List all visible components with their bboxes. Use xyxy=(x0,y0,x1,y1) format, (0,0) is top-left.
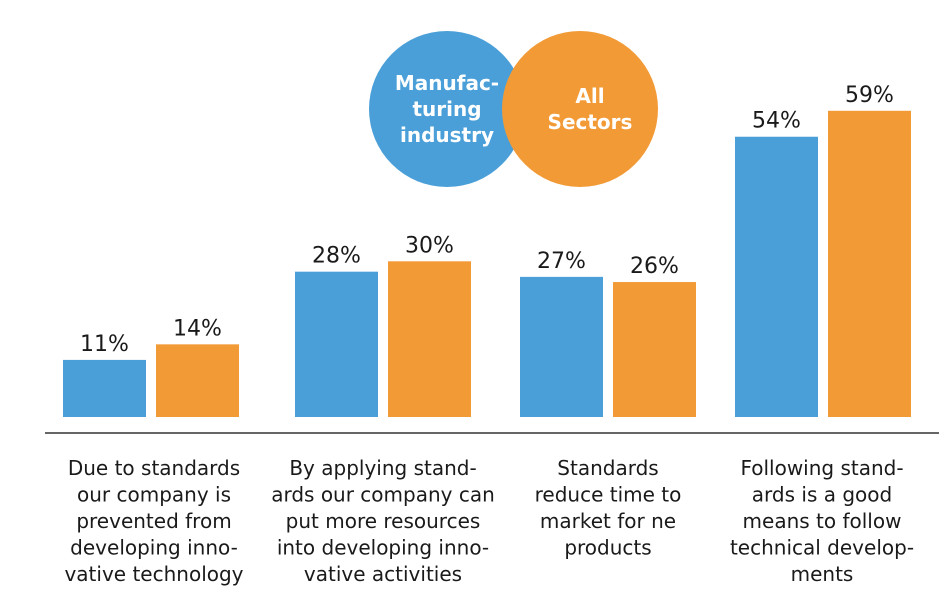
category-label-line: ards is a good xyxy=(752,483,892,507)
category-label-line: technical develop- xyxy=(730,536,914,560)
legend-circle-manufacturing xyxy=(369,31,525,187)
category-label-line: Following stand- xyxy=(740,456,903,480)
category-labels: Due to standards our company is prevented … xyxy=(64,456,914,586)
bar-manufacturing-4 xyxy=(735,136,818,418)
category-label-line: ards our company can xyxy=(271,483,495,507)
value-label-manufacturing-1: 11% xyxy=(80,332,129,357)
value-label-manufacturing-4: 54% xyxy=(752,109,801,134)
category-label-1: Due to standards our company is prevented … xyxy=(64,456,243,586)
category-label-line: Standards xyxy=(557,456,658,480)
value-label-all-sectors-3: 26% xyxy=(630,254,679,279)
category-label-line: ments xyxy=(791,562,854,586)
bar-all-sectors-3 xyxy=(613,282,696,417)
legend-label-manufacturing: Manufac-turing industry xyxy=(395,71,499,147)
category-label-line: market for ne xyxy=(540,509,676,533)
legend-label-line: Sectors xyxy=(548,110,633,134)
value-labels: 11% 14% 28% 30% 27% 26% 54% 59% xyxy=(80,83,894,357)
bar-all-sectors-2 xyxy=(388,261,471,417)
bar-manufacturing-1 xyxy=(63,359,146,417)
legend-label-line: All xyxy=(575,84,604,108)
category-label-line: reduce time to xyxy=(535,483,682,507)
bar-all-sectors-1 xyxy=(156,344,239,417)
bar-manufacturing-3 xyxy=(520,276,603,417)
category-label-4: Following stand-ards is a good means to f… xyxy=(730,456,914,586)
category-label-line: into developing inno- xyxy=(277,536,489,560)
category-label-line: means to follow xyxy=(743,509,902,533)
value-label-manufacturing-3: 27% xyxy=(537,249,586,274)
category-label-2: By applying stand-ards our company can pu… xyxy=(271,456,495,586)
category-label-line: our company is xyxy=(77,483,231,507)
bar-manufacturing-2 xyxy=(295,271,378,417)
value-label-all-sectors-4: 59% xyxy=(845,83,894,108)
category-label-line: prevented from xyxy=(76,509,231,533)
category-label-line: vative activities xyxy=(304,562,462,586)
category-label-line: products xyxy=(564,536,651,560)
legend: Manufac-turing industry All Sectors xyxy=(369,31,658,187)
legend-label-all-sectors: All Sectors xyxy=(548,84,633,134)
category-label-line: Due to standards xyxy=(68,456,240,480)
bar-all-sectors-4 xyxy=(828,110,911,417)
category-label-3: Standards reduce time to market for ne prod… xyxy=(535,456,682,560)
legend-circle-all-sectors xyxy=(502,31,658,187)
legend-label-line: Manufac- xyxy=(395,71,499,95)
category-label-line: By applying stand- xyxy=(289,456,476,480)
category-label-line: developing inno- xyxy=(70,536,238,560)
bars xyxy=(63,110,911,418)
legend-label-line: turing xyxy=(412,97,481,121)
value-label-all-sectors-2: 30% xyxy=(405,233,454,258)
category-label-line: put more resources xyxy=(286,509,481,533)
value-label-manufacturing-2: 28% xyxy=(312,244,361,269)
category-label-line: vative technology xyxy=(64,562,243,586)
value-label-all-sectors-1: 14% xyxy=(173,316,222,341)
legend-label-line: industry xyxy=(400,123,494,147)
